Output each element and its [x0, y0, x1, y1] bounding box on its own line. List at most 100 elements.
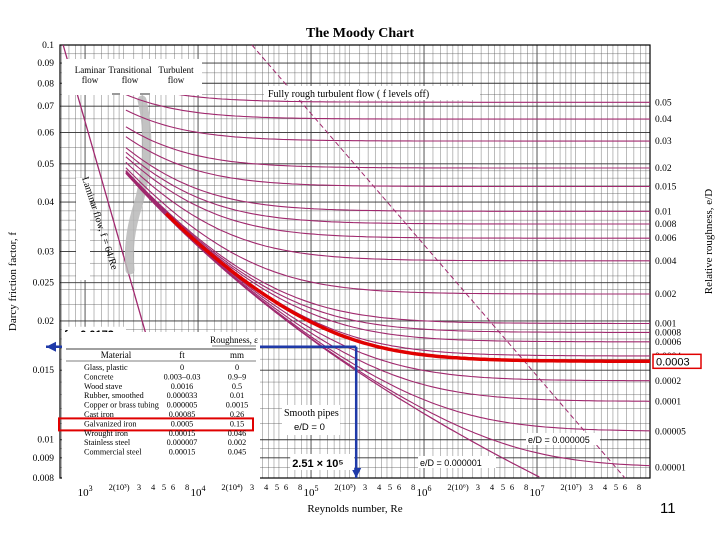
x-tick-label-minor: 3 — [589, 482, 593, 492]
x-tick-label-minor: 3 — [137, 482, 141, 492]
table-cell-mm: 0.045 — [228, 448, 246, 457]
table-cell-ft: 0.000005 — [167, 401, 198, 410]
x-tick-label-minor: 4 — [377, 482, 382, 492]
table-cell-material: Galvanized iron — [84, 419, 137, 428]
roughness-curve — [125, 147, 650, 212]
roughness-curve — [125, 171, 650, 343]
re-label-bg — [290, 454, 355, 470]
roughness-label: 0.02 — [655, 164, 672, 174]
table-cell-mm: 0.0015 — [226, 401, 249, 410]
roughness-label: 0.004 — [655, 257, 677, 267]
ed-5e6-bg — [526, 433, 600, 445]
table-cell-material: Commercial steel — [84, 448, 142, 457]
highlight-curve-0.0003 — [164, 212, 651, 364]
roughness-label: 0.03 — [655, 137, 672, 147]
y-tick-label: 0.01 — [37, 436, 54, 446]
roughness-curve — [125, 126, 650, 169]
table-cell-material: Wood stave — [84, 382, 123, 391]
x-tick-label-minor: 5 — [501, 482, 505, 492]
annotation-fully-rough: Fully rough turbulent flow ( f levels of… — [268, 89, 429, 100]
roughness-curve — [125, 109, 650, 142]
table-cell-mm: 0.26 — [230, 410, 244, 419]
x-tick-label-minor: 2(10⁶) — [447, 482, 469, 492]
x-tick-label-minor: 8 — [185, 482, 189, 492]
x-tick-label-minor: 5 — [162, 482, 166, 492]
roughness-label: 0.002 — [655, 290, 677, 300]
x-tick-label-minor: 4 — [264, 482, 269, 492]
solution-re-label: 2.51 × 10⁵ — [292, 458, 343, 470]
x-tick-label-major: 106 — [417, 484, 432, 499]
table-cell-ft: 0.00015 — [169, 429, 196, 438]
roughness-table-title: Roughness, ε — [210, 335, 258, 345]
x-tick-label-major: 105 — [304, 484, 319, 499]
y-tick-label: 0.009 — [33, 454, 55, 464]
smooth-pipe-curve — [138, 187, 540, 478]
annotation-smooth-eq: e/D = 0 — [294, 422, 325, 433]
roughness-label: 0.04 — [655, 115, 672, 125]
roughness-curves — [125, 81, 651, 467]
roughness-label: 0.00005 — [655, 427, 686, 437]
x-tick-label-minor: 6 — [171, 482, 175, 492]
transition-zone-band — [124, 95, 152, 275]
table-cell-material: Cast iron — [84, 410, 114, 419]
annotation-smooth-pipes: Smooth pipes — [284, 408, 339, 419]
smooth-label-bg — [282, 405, 340, 435]
y-tick-label: 0.06 — [37, 129, 54, 139]
roughness-curve — [125, 171, 650, 357]
y-tick-label: 0.04 — [37, 198, 54, 208]
y-tick-label: 0.05 — [37, 160, 54, 170]
y-tick-label: 0.015 — [33, 366, 55, 376]
table-cell-mm: 0.046 — [228, 429, 246, 438]
x-tick-label-minor: 8 — [298, 482, 302, 492]
table-cell-ft: 0.000007 — [167, 438, 198, 447]
roughness-label: 0.01 — [655, 207, 672, 217]
table-cell-mm: 0.002 — [228, 438, 246, 447]
table-cell-mm: 0.9–9 — [228, 372, 246, 381]
roughness-curve — [125, 170, 650, 325]
y-tick-label: 0.1 — [42, 41, 54, 51]
x-tick-label-minor: 5 — [275, 482, 279, 492]
roughness-curve — [125, 136, 650, 188]
table-cell-material: Stainless steel — [84, 438, 131, 447]
annotation-ed-1e6: e/D = 0.000001 — [420, 458, 482, 468]
x-tick-label-major: 104 — [191, 484, 206, 499]
x-tick-label-minor: 6 — [397, 482, 401, 492]
table-cell-ft: 0.00085 — [169, 410, 196, 419]
roughness-label: 0.05 — [655, 98, 672, 108]
roughness-table-bg — [62, 332, 260, 482]
highlight-label: 0.0003 — [656, 356, 690, 368]
annotation-turbulent: Turbulent flow — [158, 65, 194, 85]
fully-rough-label-bg — [264, 86, 480, 100]
roughness-label: 0.0001 — [655, 397, 681, 407]
x-tick-label-minor: 2(10³) — [109, 482, 130, 492]
table-cell-material: Wrought iron — [84, 429, 128, 438]
laminar-line — [62, 44, 154, 360]
table-header-material: Material — [101, 350, 132, 360]
roughness-curve — [125, 167, 650, 295]
slide-number: 11 — [660, 500, 676, 517]
ed-1e6-bg — [418, 456, 496, 468]
x-axis-label: Reynolds number, Re — [307, 503, 402, 515]
x-tick-label-minor: 2(10⁵) — [334, 482, 356, 492]
roughness-curve — [125, 151, 650, 225]
table-cell-ft: 0 — [180, 363, 184, 372]
x-tick-label-minor: 4 — [603, 482, 608, 492]
x-tick-label-major: 107 — [530, 484, 545, 499]
table-cell-ft: 0.00015 — [169, 448, 196, 457]
annotation-transitional: Transitional flow — [108, 65, 152, 85]
chart-title: The Moody Chart — [306, 26, 414, 41]
x-tick-label-major: 103 — [78, 484, 93, 499]
y-tick-label: 0.008 — [33, 474, 55, 484]
table-cell-material: Glass, plastic — [84, 363, 128, 372]
y-tick-label: 0.07 — [37, 102, 54, 112]
x-tick-label-minor: 3 — [363, 482, 367, 492]
table-cell-ft: 0.0005 — [171, 419, 194, 428]
x-tick-label-minor: 6 — [284, 482, 288, 492]
table-highlight-row — [58, 417, 254, 432]
y-tick-label: 0.08 — [37, 79, 54, 89]
roughness-curve — [125, 170, 650, 333]
roughness-label: 0.00001 — [655, 464, 686, 474]
x-tick-label-minor: 2(10⁷) — [560, 482, 582, 492]
roughness-label: 0.0008 — [655, 328, 681, 338]
